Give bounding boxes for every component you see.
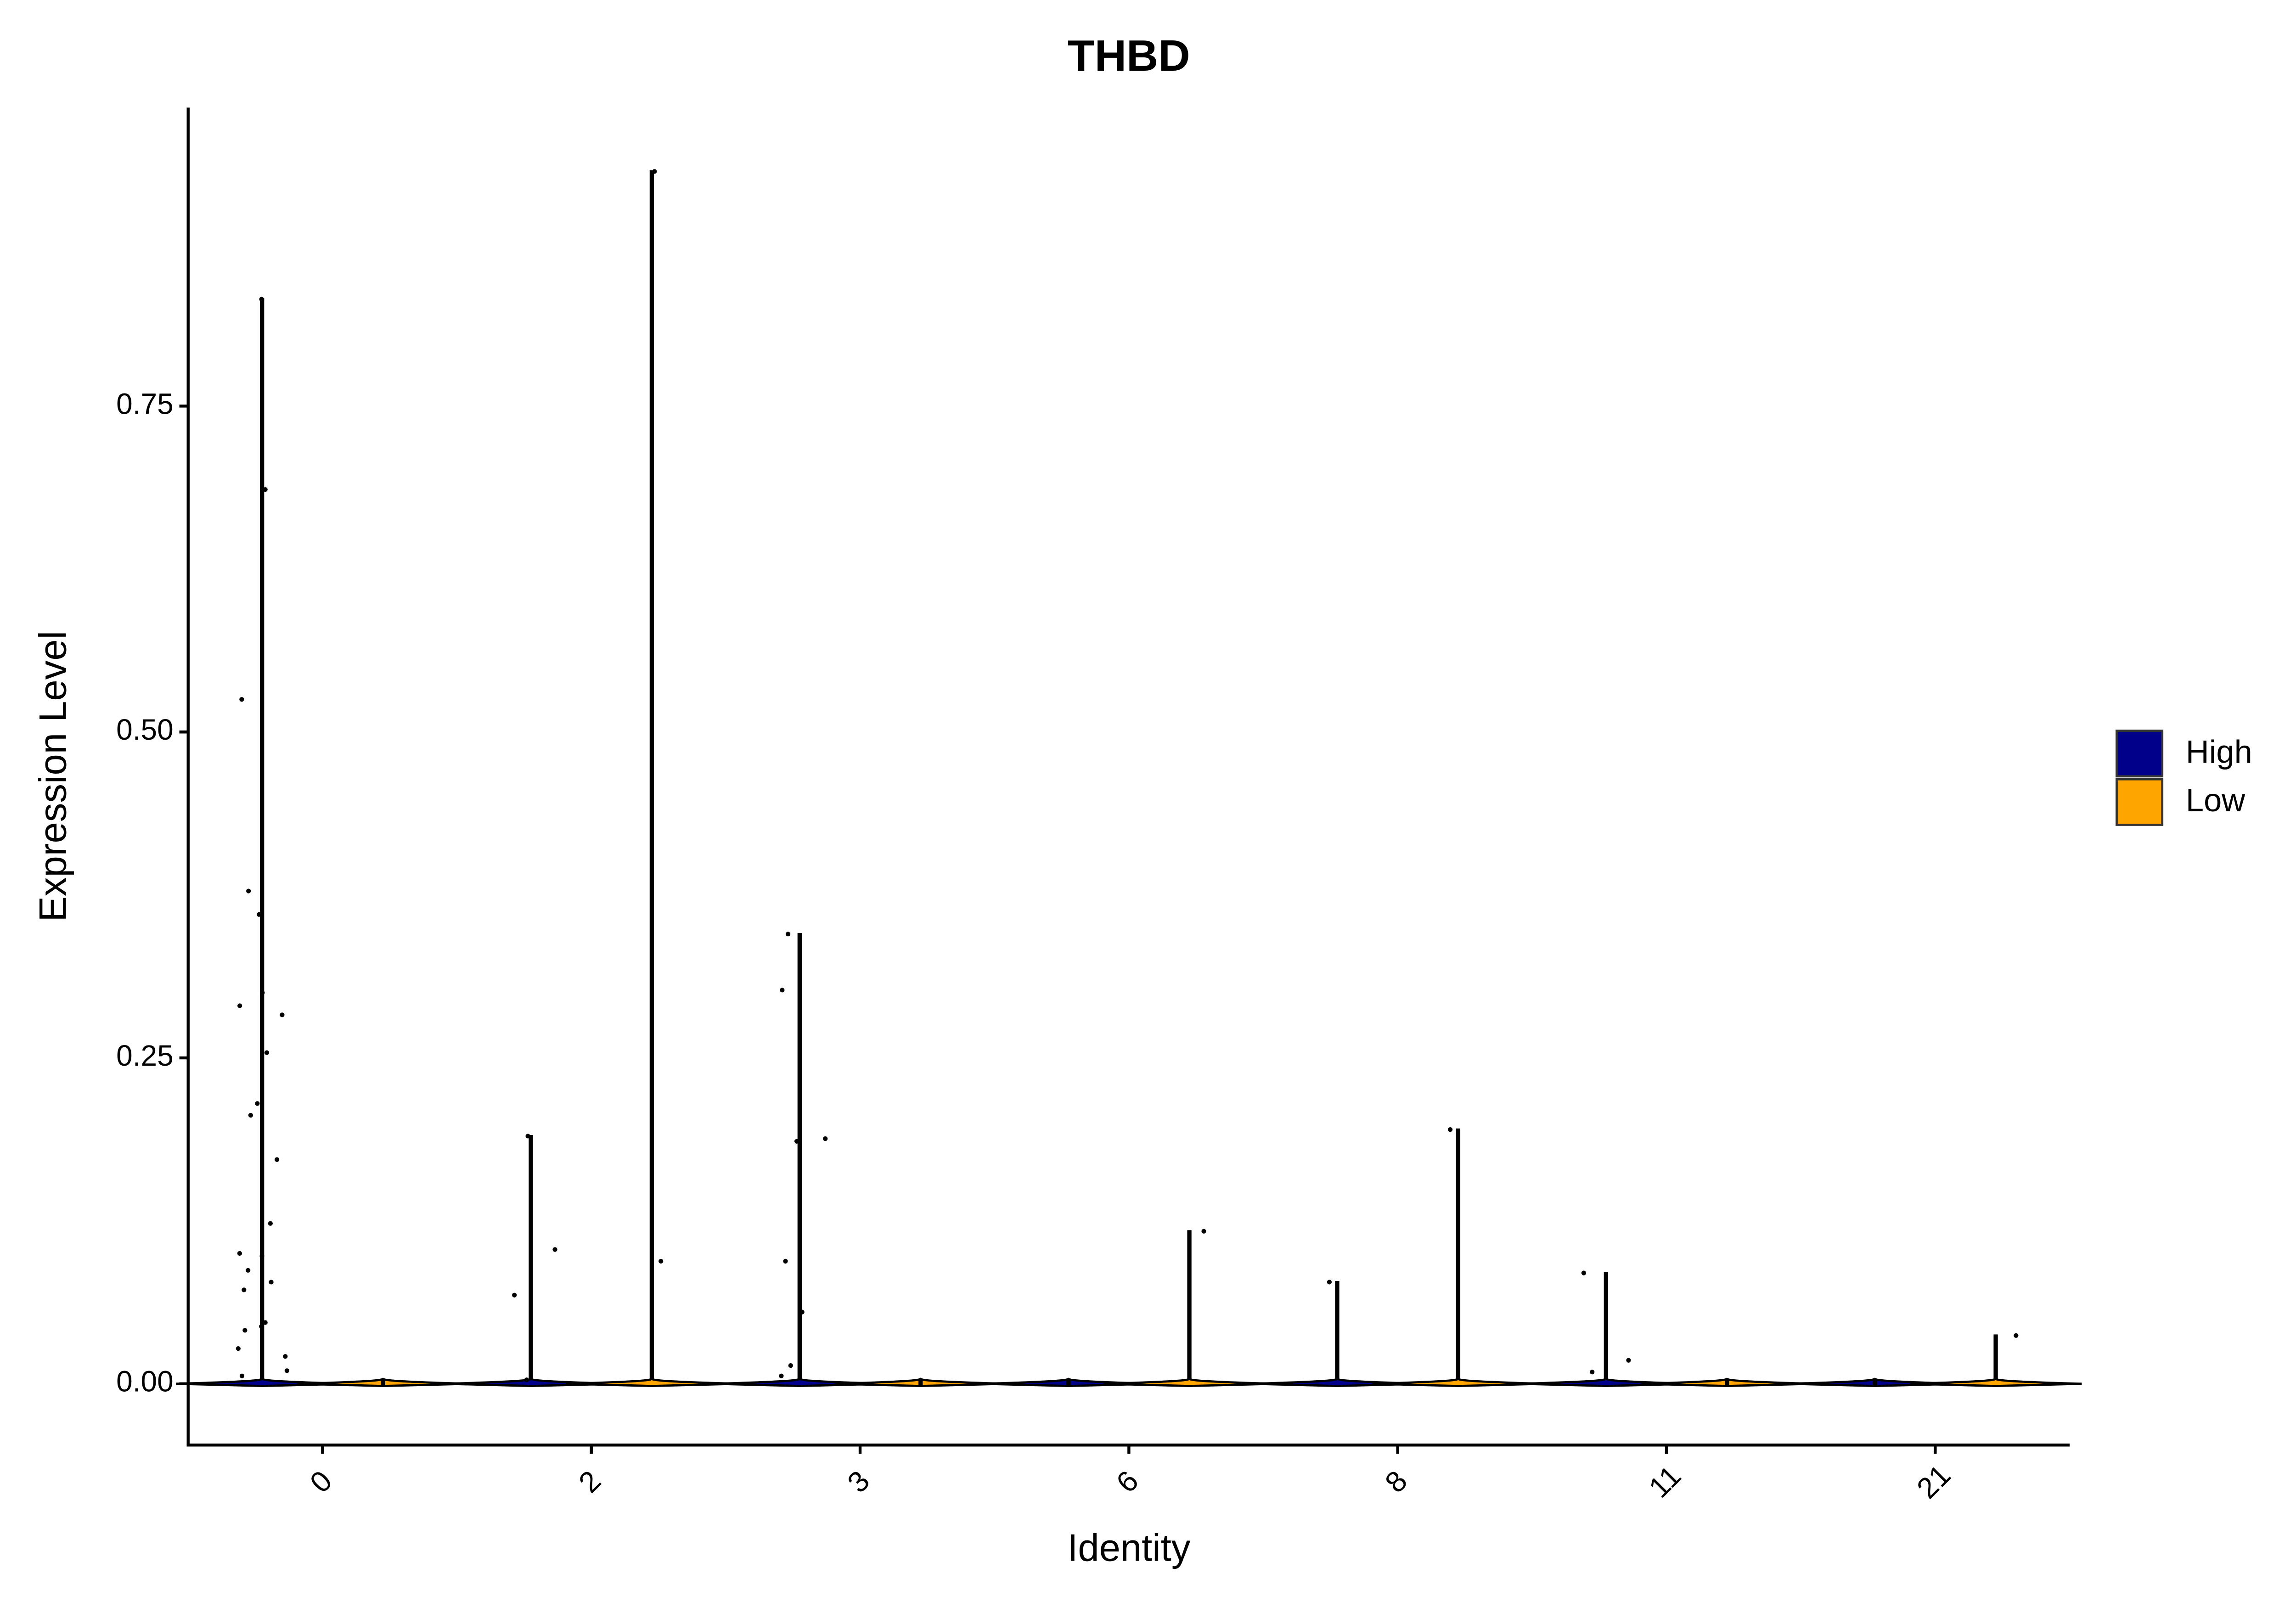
jitter-point <box>259 1324 264 1329</box>
chart-title: THBD <box>1068 31 1190 80</box>
jitter-point <box>783 1259 788 1264</box>
jitter-point <box>268 1221 273 1226</box>
jitter-point <box>242 1287 247 1292</box>
jitter-point <box>280 1012 285 1017</box>
jitter-point <box>652 169 657 174</box>
jitter-point <box>246 888 251 893</box>
jitter-point <box>823 1136 828 1141</box>
jitter-point <box>263 1320 268 1325</box>
jitter-point <box>1581 1270 1587 1275</box>
jitter-point <box>259 1253 264 1259</box>
jitter-point <box>255 1101 260 1106</box>
jitter-point <box>779 1373 784 1378</box>
jitter-point <box>257 912 262 917</box>
jitter-point <box>239 1373 245 1378</box>
jitter-point <box>246 1268 251 1273</box>
jitter-point <box>552 1247 557 1252</box>
jitter-point <box>237 1003 242 1008</box>
jitter-point <box>1201 1229 1206 1234</box>
jitter-point <box>2014 1333 2019 1338</box>
jitter-point <box>248 1113 253 1118</box>
jitter-point <box>283 1354 288 1359</box>
legend-label: Low <box>2186 782 2245 818</box>
jitter-point <box>525 1134 530 1139</box>
jitter-point <box>1590 1370 1595 1375</box>
jitter-point <box>242 1328 248 1333</box>
violin <box>1909 1334 2082 1388</box>
jitter-point <box>1327 1280 1332 1285</box>
jitter-point <box>780 988 785 993</box>
legend-key <box>2116 730 2164 778</box>
jitter-point <box>1626 1358 1631 1363</box>
y-tick-label: 0.75 <box>116 387 174 420</box>
legend-key <box>2116 778 2164 826</box>
jitter-point <box>788 1363 793 1368</box>
jitter-point <box>269 1280 274 1285</box>
jitter-point <box>524 1377 529 1382</box>
jitter-point <box>284 1368 289 1373</box>
jitter-point <box>237 1251 242 1256</box>
y-axis-label: Expression Level <box>32 631 74 922</box>
jitter-point <box>799 1309 805 1315</box>
jitter-point <box>236 1346 241 1351</box>
jitter-point <box>259 297 264 302</box>
y-tick-label: 0.50 <box>116 713 174 746</box>
jitter-point <box>794 1139 799 1144</box>
jitter-point <box>658 1259 664 1264</box>
x-axis-label: Identity <box>1067 1527 1191 1569</box>
jitter-point <box>239 697 244 702</box>
jitter-point <box>264 1050 270 1055</box>
jitter-point <box>274 1157 280 1162</box>
y-tick-label: 0.25 <box>116 1039 174 1072</box>
jitter-point <box>1448 1127 1453 1132</box>
legend-label: High <box>2186 733 2252 770</box>
jitter-point <box>512 1292 517 1298</box>
jitter-point <box>263 487 268 492</box>
y-tick-label: 0.00 <box>116 1365 174 1398</box>
jitter-point <box>785 932 791 937</box>
jitter-point <box>260 990 265 995</box>
